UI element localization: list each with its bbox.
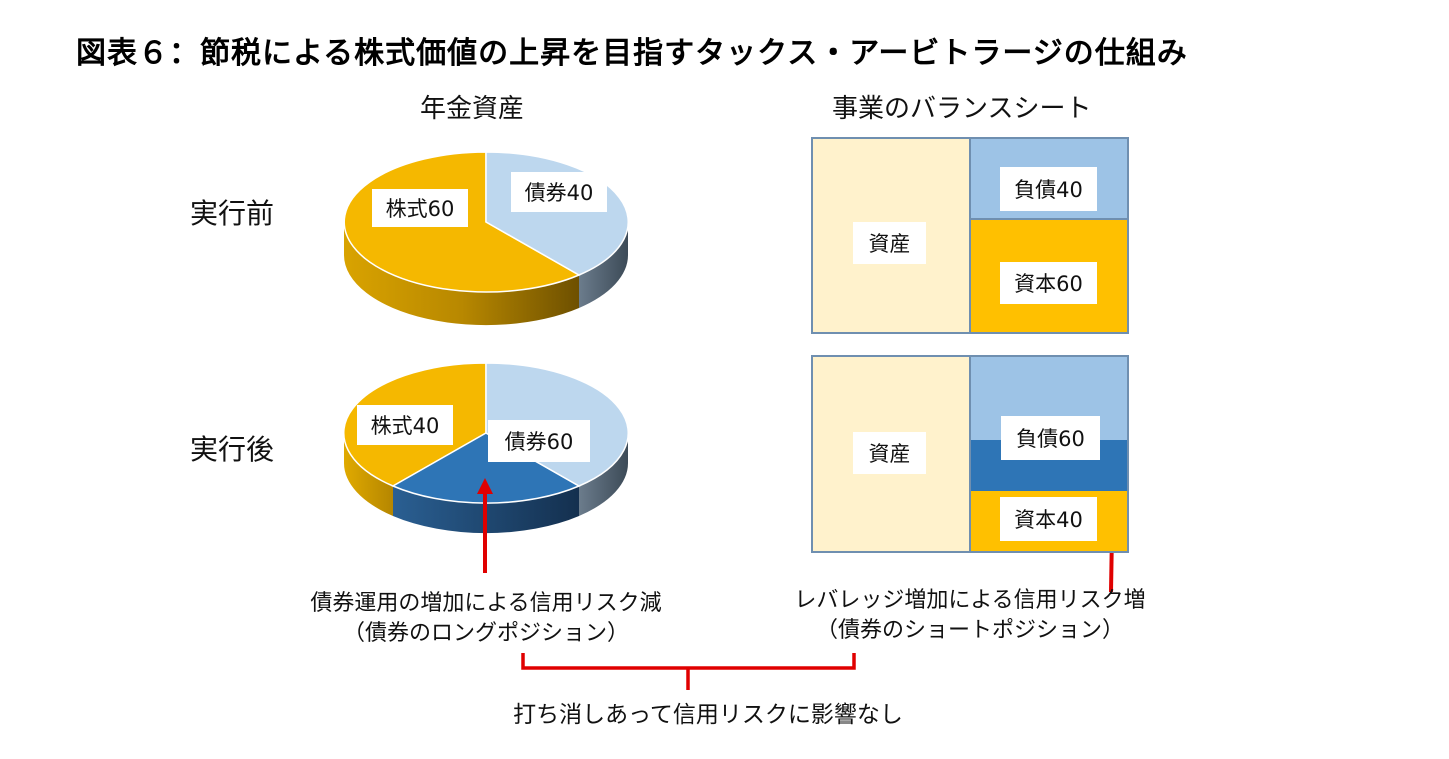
bs-before-assets-label: 資産 [853,222,926,264]
conclusion-note: 打ち消しあって信用リスクに影響なし [513,702,903,728]
balance-sheet-header: 事業のバランスシート [832,94,1092,124]
pie-after-stocks-label: 株式40 [357,405,453,445]
right-note-line1: レバレッジ増加による信用リスク増 [794,588,1146,613]
row-label-after: 実行後 [190,433,275,466]
pie-after-bonds-side [579,433,629,516]
pie-before-bonds-side [579,222,629,308]
right-note: レバレッジ増加による信用リスク増 （債券のショートポジション） [790,586,1150,646]
bs-after-equity-label: 資本40 [1000,497,1097,541]
bracket-icon [521,653,856,690]
pie-after-bonds-label: 債券60 [488,420,590,462]
left-note: 債券運用の増加による信用リスク減 （債券のロングポジション） [300,589,672,649]
arrow-up-icon [477,478,493,573]
bs-before-liabilities-label: 負債40 [1000,167,1097,211]
bs-before-equity-label: 資本60 [1000,262,1097,304]
pie-after-stocks-side [343,433,393,516]
pie-before-bonds-label: 債券40 [511,172,607,212]
right-note-line2: （債券のショートポジション） [815,618,1124,643]
pie-before-stocks-side [343,222,579,326]
row-label-before: 実行前 [190,197,275,230]
figure-title: 図表６：節税による株式価値の上昇を目指すタックス・アービトラージの仕組み [76,36,1188,71]
pension-assets-header: 年金資産 [420,94,525,124]
left-note-line2: （債券のロングポジション） [342,621,629,646]
bs-after-assets-label: 資産 [853,432,926,474]
left-note-line1: 債券運用の増加による信用リスク減 [310,591,662,616]
pie-before-stocks-label: 株式60 [372,189,468,227]
bs-after-liabilities-label: 負債60 [1001,416,1100,460]
